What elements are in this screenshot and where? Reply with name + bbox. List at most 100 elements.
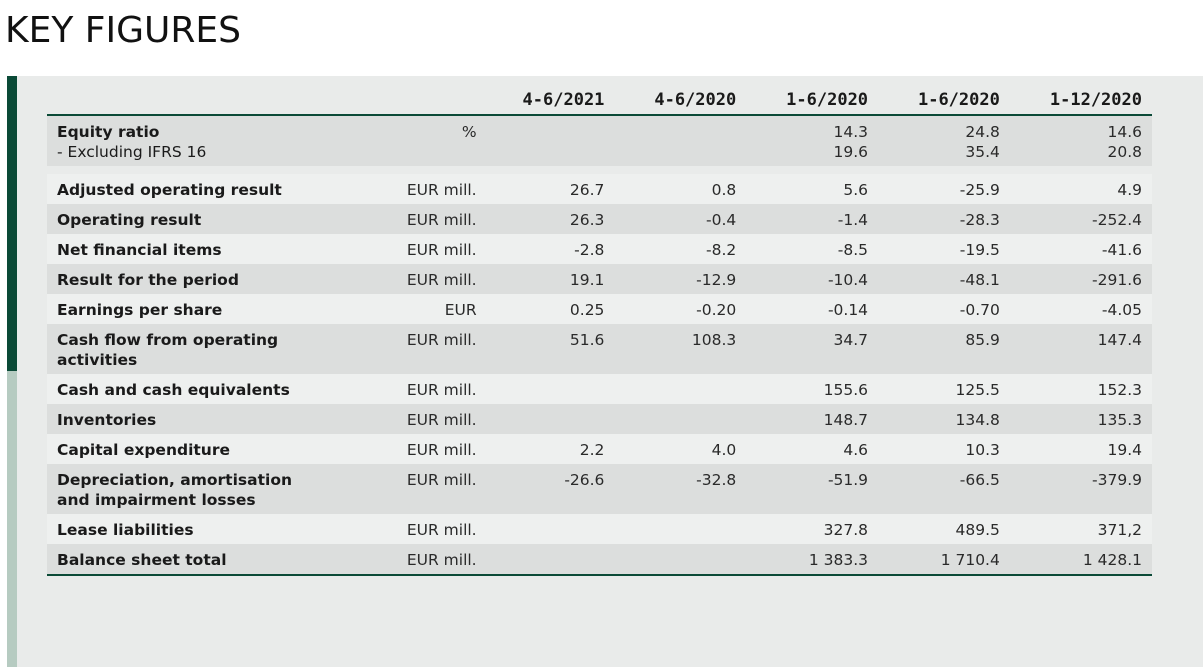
cell-value: -8.2 — [614, 234, 747, 264]
row-unit: EUR mill. — [359, 174, 483, 204]
cell-value: -28.3 — [878, 204, 1010, 234]
cell-value: 34.7 — [746, 324, 879, 374]
row-sub-label: - Excluding IFRS 16 — [57, 143, 207, 161]
cell-value — [614, 115, 747, 166]
cell-value: -252.4 — [1009, 204, 1152, 234]
row-label: Adjusted operating result — [47, 174, 360, 204]
row-label: Lease liabilities — [47, 514, 360, 544]
cell-value: 327.8 — [746, 514, 879, 544]
table-row: Cash and cash equivalents EUR mill. 155.6 1… — [47, 374, 1152, 404]
cell-value: 19.4 — [1009, 434, 1152, 464]
table-row: Operating result EUR mill. 26.3 -0.4 -1.4 -28… — [47, 204, 1152, 234]
cell-value: -19.5 — [878, 234, 1010, 264]
cell-value: 1 428.1 — [1009, 544, 1152, 576]
table-header-row: 4-6/2021 4-6/2020 1-6/2020 1-6/2020 1-12… — [47, 86, 1152, 116]
cell-value: -32.8 — [614, 464, 747, 514]
cell-value: 14.3 19.6 — [746, 115, 879, 166]
table-row: Lease liabilities EUR mill. 327.8 489.5 371,… — [47, 514, 1152, 544]
row-unit: EUR mill. — [359, 324, 483, 374]
table-row: Capital expenditure EUR mill. 2.2 4.0 4.6 10.… — [47, 434, 1152, 464]
cell-value: 135.3 — [1009, 404, 1152, 434]
row-unit: EUR mill. — [359, 434, 483, 464]
cell-value — [614, 404, 747, 434]
cell-value — [482, 544, 615, 576]
table-row: Balance sheet total EUR mill. 1 383.3 1 710… — [47, 544, 1152, 576]
cell-value: -1.4 — [746, 204, 879, 234]
row-unit: EUR mill. — [359, 404, 483, 434]
row-unit: EUR mill. — [359, 464, 483, 514]
cell-value: -4.05 — [1009, 294, 1152, 324]
cell-value: -41.6 — [1009, 234, 1152, 264]
cell-value: 371,2 — [1009, 514, 1152, 544]
row-unit: EUR mill. — [359, 264, 483, 294]
cell-value: 152.3 — [1009, 374, 1152, 404]
cell-value: -12.9 — [614, 264, 747, 294]
accent-bar — [7, 76, 17, 371]
cell-value: 5.6 — [746, 174, 879, 204]
header-unit-blank — [359, 86, 483, 116]
row-label: Balance sheet total — [47, 544, 360, 576]
row-unit: EUR mill. — [359, 234, 483, 264]
cell-value: 108.3 — [614, 324, 747, 374]
cell-value: 134.8 — [878, 404, 1010, 434]
table-row: Result for the period EUR mill. 19.1 -12.9-… — [47, 264, 1152, 294]
page-title: KEY FIGURES — [5, 10, 241, 51]
cell-value: 1 710.4 — [878, 544, 1010, 576]
table-row: Earnings per share EUR 0.25 -0.20 -0.14 -0.70… — [47, 294, 1152, 324]
cell-value: -10.4 — [746, 264, 879, 294]
cell-value: -26.6 — [482, 464, 615, 514]
row-gap — [47, 166, 1152, 174]
cell-value: -8.5 — [746, 234, 879, 264]
cell-value: 4.6 — [746, 434, 879, 464]
table-row: Cash flow from operating activities EUR mi… — [47, 324, 1152, 374]
header-blank — [47, 86, 360, 116]
cell-value: 0.8 — [614, 174, 747, 204]
cell-value: 489.5 — [878, 514, 1010, 544]
row-label: Capital expenditure — [47, 434, 360, 464]
cell-value: -0.4 — [614, 204, 747, 234]
table-row: Depreciation, amortisation and impairment… — [47, 464, 1152, 514]
row-label: Earnings per share — [47, 294, 360, 324]
cell-value: 24.8 35.4 — [878, 115, 1010, 166]
cell-value: -0.14 — [746, 294, 879, 324]
cell-value: -291.6 — [1009, 264, 1152, 294]
accent-bar-lower — [7, 371, 17, 667]
cell-value: 19.1 — [482, 264, 615, 294]
cell-value — [482, 374, 615, 404]
cell-value: 14.6 20.8 — [1009, 115, 1152, 166]
row-label: Equity ratio - Excluding IFRS 16 — [47, 115, 360, 166]
table-row: Net financial items EUR mill. -2.8 -8.2 -8.5… — [47, 234, 1152, 264]
row-label: Net financial items — [47, 234, 360, 264]
table-row-equity-ratio: Equity ratio - Excluding IFRS 16 % 14.3 1… — [47, 115, 1152, 166]
column-header: 4-6/2021 — [482, 86, 615, 116]
cell-value: 148.7 — [746, 404, 879, 434]
row-unit: EUR mill. — [359, 544, 483, 576]
cell-value: 10.3 — [878, 434, 1010, 464]
key-figures-table: 4-6/2021 4-6/2020 1-6/2020 1-6/2020 1-12… — [47, 86, 1152, 576]
row-unit: EUR mill. — [359, 204, 483, 234]
cell-value: 4.0 — [614, 434, 747, 464]
table-row: Inventories EUR mill. 148.7 134.8 135.3 — [47, 404, 1152, 434]
cell-value — [482, 404, 615, 434]
row-label: Inventories — [47, 404, 360, 434]
row-label: Depreciation, amortisation and impairment… — [47, 464, 360, 514]
cell-value: -2.8 — [482, 234, 615, 264]
cell-value: 26.7 — [482, 174, 615, 204]
cell-value: 147.4 — [1009, 324, 1152, 374]
row-label: Cash flow from operating activities — [47, 324, 360, 374]
cell-value: -25.9 — [878, 174, 1010, 204]
cell-value — [614, 514, 747, 544]
cell-value: -48.1 — [878, 264, 1010, 294]
row-unit: EUR mill. — [359, 514, 483, 544]
column-header: 1-6/2020 — [878, 86, 1010, 116]
cell-value: 155.6 — [746, 374, 879, 404]
cell-value: -0.20 — [614, 294, 747, 324]
row-label: Operating result — [47, 204, 360, 234]
table-row: Adjusted operating result EUR mill. 26.7 0.… — [47, 174, 1152, 204]
cell-value: 2.2 — [482, 434, 615, 464]
cell-value: 26.3 — [482, 204, 615, 234]
cell-value: 4.9 — [1009, 174, 1152, 204]
row-label: Result for the period — [47, 264, 360, 294]
row-unit: EUR — [359, 294, 483, 324]
cell-value: 1 383.3 — [746, 544, 879, 576]
